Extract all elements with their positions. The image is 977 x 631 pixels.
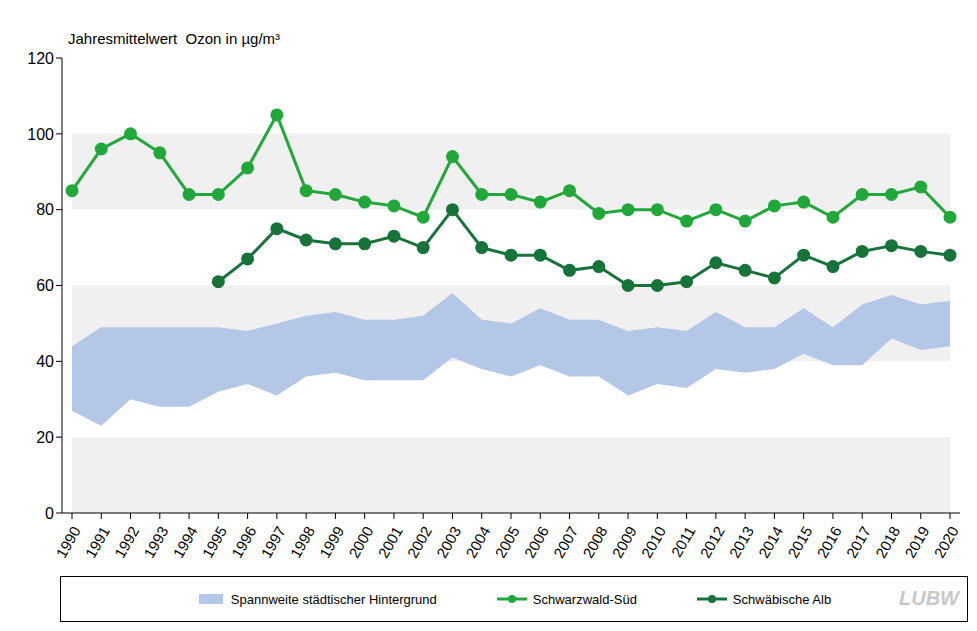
svg-text:2004: 2004 — [462, 523, 493, 560]
svg-text:0: 0 — [45, 505, 54, 522]
svg-text:2007: 2007 — [550, 523, 581, 560]
svg-text:2009: 2009 — [608, 523, 639, 560]
svg-text:1997: 1997 — [257, 523, 288, 560]
svg-text:2010: 2010 — [638, 523, 669, 560]
svg-text:120: 120 — [27, 50, 54, 67]
svg-text:2016: 2016 — [813, 523, 844, 560]
svg-text:2018: 2018 — [872, 523, 903, 560]
svg-text:1991: 1991 — [82, 523, 113, 560]
svg-text:2006: 2006 — [521, 523, 552, 560]
svg-text:2000: 2000 — [345, 523, 376, 560]
svg-text:100: 100 — [27, 126, 54, 143]
svg-text:1996: 1996 — [228, 523, 259, 560]
svg-text:60: 60 — [36, 277, 54, 294]
svg-text:1994: 1994 — [169, 523, 200, 560]
svg-text:2005: 2005 — [491, 523, 522, 560]
html-text:Schwarzwald-Süd: Schwarzwald-Süd — [532, 591, 637, 607]
svg-text:1992: 1992 — [111, 523, 142, 560]
svg-text:80: 80 — [36, 201, 54, 218]
svg-text:20: 20 — [36, 429, 54, 446]
svg-text:2001: 2001 — [374, 523, 405, 560]
svg-text:1999: 1999 — [316, 523, 347, 560]
svg-text:40: 40 — [36, 353, 54, 370]
svg-text:2012: 2012 — [696, 523, 727, 560]
svg-text:2020: 2020 — [930, 523, 961, 560]
html-text:Jahresmittelwert Ozon in µg/m³: Jahresmittelwert Ozon in µg/m³ — [68, 30, 280, 47]
svg-text:1998: 1998 — [287, 523, 318, 560]
svg-text:2015: 2015 — [784, 523, 815, 560]
html-text:Schwäbische Alb: Schwäbische Alb — [732, 591, 832, 607]
svg-text:1990: 1990 — [52, 523, 83, 560]
svg-text:2013: 2013 — [726, 523, 757, 560]
svg-text:2011: 2011 — [668, 523, 699, 559]
svg-text:1995: 1995 — [199, 523, 230, 560]
svg-text:2017: 2017 — [843, 523, 874, 560]
html-text:LUBW: LUBW — [899, 587, 959, 609]
svg-text:2008: 2008 — [579, 523, 610, 560]
svg-text:2003: 2003 — [433, 523, 464, 560]
svg-text:1993: 1993 — [140, 523, 171, 560]
svg-text:2014: 2014 — [755, 523, 786, 560]
svg-text:2002: 2002 — [404, 523, 435, 560]
html-text:Spannweite städtischer Hinterg: Spannweite städtischer Hintergrund — [230, 591, 437, 607]
svg-text:2019: 2019 — [901, 523, 932, 560]
